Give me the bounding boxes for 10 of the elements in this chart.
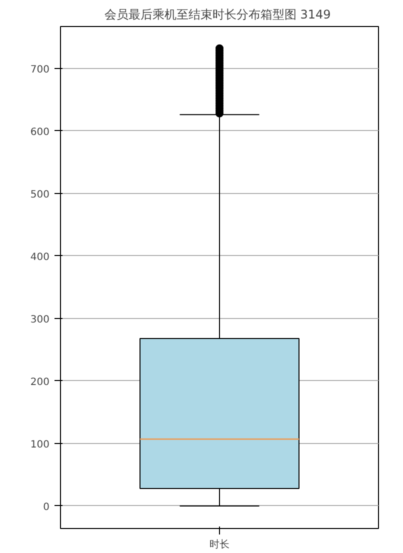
y-tick-label: 200 [30, 376, 50, 388]
y-tick-label: 0 [43, 502, 50, 513]
y-tick-label: 600 [30, 126, 50, 138]
chart-title: 会员最后乘机至结束时长分布箱型图 3149 [104, 8, 331, 22]
y-tick-label: 500 [30, 189, 50, 200]
x-tick-label: 时长 [210, 538, 230, 550]
y-tick-label: 300 [30, 314, 50, 326]
y-tick-label: 400 [30, 252, 50, 263]
y-tick-label: 700 [30, 64, 50, 76]
y-tick-label: 100 [30, 439, 50, 450]
